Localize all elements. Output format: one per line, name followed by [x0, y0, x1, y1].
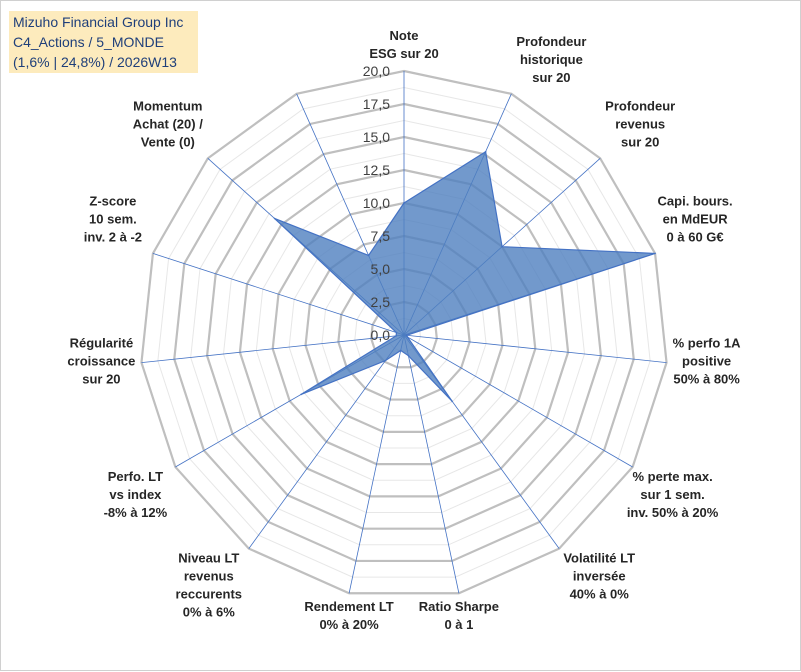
data-point: [405, 334, 408, 337]
axis-label: Niveau LT: [178, 551, 239, 566]
data-point: [300, 393, 302, 396]
series-polygon: [274, 150, 656, 402]
axis-label: ESG sur 20: [369, 46, 438, 61]
axis-label: Régularité: [70, 336, 134, 351]
data-point: [407, 354, 410, 357]
axis-label: historique: [520, 52, 583, 67]
axis-spoke: [403, 334, 667, 363]
minor-gridline: [190, 119, 618, 546]
data-point: [384, 359, 387, 362]
title-box: Mizuho Financial Group Inc C4_Actions / …: [9, 11, 198, 73]
minor-gridline: [157, 86, 651, 578]
data-point: [395, 331, 398, 334]
axis-label: inv. 50% à 20%: [627, 505, 719, 520]
data-point: [395, 335, 397, 337]
axis-label: inversée: [573, 569, 626, 584]
axis-label: 50% à 80%: [673, 372, 740, 387]
axis-spoke: [248, 334, 405, 549]
axis-label: vs index: [109, 487, 162, 502]
axis-spoke: [403, 334, 460, 594]
tick-label: 2,5: [371, 294, 391, 310]
axis-label: Ratio Sharpe: [419, 599, 499, 614]
axis-label: reccurents: [176, 587, 242, 602]
tick-label: 12,5: [363, 162, 390, 178]
axis-label: sur 1 sem.: [640, 487, 704, 502]
axis-label: croissance: [67, 354, 135, 369]
data-point: [403, 202, 405, 204]
axis-label: Achat (20) /: [133, 116, 203, 131]
data-point: [367, 254, 370, 257]
axis-label: Perfo. LT: [108, 469, 163, 484]
axis-label: 40% à 0%: [570, 587, 630, 602]
axis-label: sur 20: [621, 134, 659, 149]
axis-label: en MdEUR: [663, 211, 729, 226]
tick-label: 17,5: [363, 96, 390, 112]
data-point: [484, 150, 487, 153]
axis-label: Note: [390, 28, 419, 43]
axis-spoke: [141, 334, 405, 363]
tick-label: 7,5: [371, 228, 391, 244]
tick-label: 20,0: [363, 63, 390, 79]
title-period: (1,6% | 24,8%) / 2026W13: [13, 54, 177, 70]
axis-label: positive: [682, 354, 731, 369]
axis-label: Vente (0): [141, 134, 195, 149]
axis-label: 10 sem.: [89, 211, 137, 226]
data-point: [399, 349, 402, 352]
axis-label: 0% à 6%: [183, 605, 235, 620]
tick-label: 0,0: [371, 327, 391, 343]
axis-label: Z-score: [89, 193, 136, 208]
title-category: C4_Actions / 5_MONDE: [13, 34, 164, 50]
axis-label: 0 à 1: [444, 617, 473, 632]
title-company: Mizuho Financial Group Inc: [13, 14, 184, 30]
axis-label: Rendement LT: [304, 599, 393, 614]
axis-label: 0 à 60 G€: [667, 229, 724, 244]
axis-label: 0% à 20%: [319, 617, 379, 632]
tick-labels: 0,0 2,5 5,0 7,5 10,0 12,5 15,0 17,5 20,0: [363, 63, 390, 343]
axis-label: revenus: [615, 116, 665, 131]
data-point: [654, 252, 656, 255]
axis-spoke: [403, 334, 633, 468]
axis-label: inv. 2 à -2: [84, 229, 142, 244]
axis-label: sur 20: [82, 372, 120, 387]
axis-label: Capi. bours.: [658, 193, 733, 208]
axis-label: Profondeur: [516, 34, 586, 49]
axis-labels: Note ESG sur 20 Profondeur historique sur 20…: [67, 28, 741, 632]
axis-label: revenus: [184, 569, 234, 584]
major-gridline: [173, 102, 635, 563]
axis-label: Volatilité LT: [563, 551, 635, 566]
data-point: [501, 245, 503, 248]
minor-gridline: [222, 152, 586, 514]
data-point: [406, 336, 409, 338]
axis-spoke: [152, 253, 405, 336]
axis-spoke: [348, 334, 405, 594]
data-point: [451, 400, 453, 403]
major-gridline: [140, 69, 668, 595]
axis-label: Profondeur: [605, 98, 675, 113]
axis-label: sur 20: [532, 70, 570, 85]
axis-label: Momentum: [133, 98, 202, 113]
series-area: [273, 150, 656, 403]
major-gridline: [205, 135, 603, 530]
axis-label: -8% à 12%: [104, 505, 168, 520]
tick-label: 5,0: [371, 261, 391, 277]
tick-label: 10,0: [363, 195, 390, 211]
axis-label: % perfo 1A: [673, 336, 742, 351]
axis-label: % perte max.: [632, 469, 712, 484]
data-point: [273, 217, 276, 220]
tick-label: 15,0: [363, 129, 390, 145]
